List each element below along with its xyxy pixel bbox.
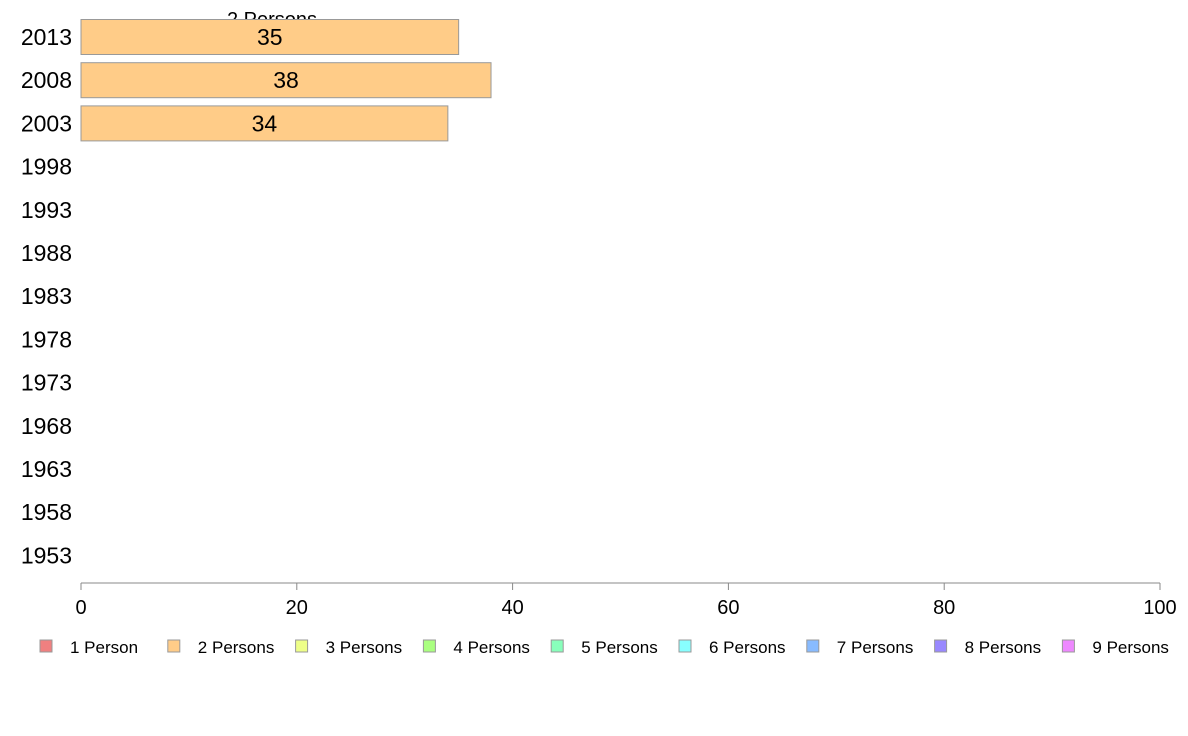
legend-swatch	[678, 639, 692, 653]
x-tick-label: 0	[75, 597, 86, 619]
x-tick-label: 100	[1143, 597, 1176, 619]
bars-group: 35 38 34	[80, 19, 492, 142]
legend-swatch	[806, 639, 820, 653]
category-label: 1983	[21, 283, 72, 309]
legend-label: 5 Persons	[581, 638, 658, 657]
category-label: 1968	[21, 413, 72, 439]
bar-value-label: 35	[257, 24, 283, 50]
legend-label: 6 Persons	[709, 638, 786, 657]
category-label: 2008	[21, 67, 72, 93]
bar-segment	[80, 105, 449, 142]
category-label: 1978	[21, 326, 72, 352]
legend: 1 Person 2 Persons 3 Persons 4 Persons 5 Per…	[39, 638, 1169, 657]
category-labels: 2013 2008 2003 1998 1993 1988 1983 1978 1973 1968…	[21, 24, 72, 568]
x-tick-label: 60	[717, 597, 739, 619]
category-label: 1988	[21, 240, 72, 266]
category-label: 1973	[21, 370, 72, 396]
legend-label: 7 Persons	[837, 638, 914, 657]
bar-segment	[80, 62, 492, 99]
legend-label: 1 Person	[70, 638, 138, 657]
legend-label: 4 Persons	[453, 638, 530, 657]
x-tick-label: 80	[933, 597, 955, 619]
category-label: 2003	[21, 110, 72, 136]
category-label: 1993	[21, 197, 72, 223]
legend-label: 8 Persons	[965, 638, 1042, 657]
category-label: 1953	[21, 542, 72, 568]
category-label: 1958	[21, 499, 72, 525]
category-label: 1963	[21, 456, 72, 482]
bar-value-label: 38	[273, 67, 299, 93]
category-label: 2013	[21, 24, 72, 50]
bar-value-label: 34	[252, 110, 278, 136]
legend-label: 9 Persons	[1092, 638, 1169, 657]
bar-segment	[80, 19, 460, 55]
legend-label: 2 Persons	[198, 638, 275, 657]
x-axis: 0 20 40 60 80 100	[75, 582, 1177, 619]
category-label: 1998	[21, 154, 72, 180]
legend-swatch	[422, 639, 436, 653]
legend-swatch	[39, 639, 53, 653]
legend-swatch	[1061, 639, 1075, 653]
legend-swatch	[295, 639, 309, 653]
legend-swatch	[934, 639, 948, 653]
legend-swatch	[167, 639, 181, 653]
legend-swatch	[550, 639, 564, 653]
x-tick-label: 40	[501, 597, 523, 619]
x-tick-label: 20	[286, 597, 308, 619]
legend-label: 3 Persons	[326, 638, 403, 657]
